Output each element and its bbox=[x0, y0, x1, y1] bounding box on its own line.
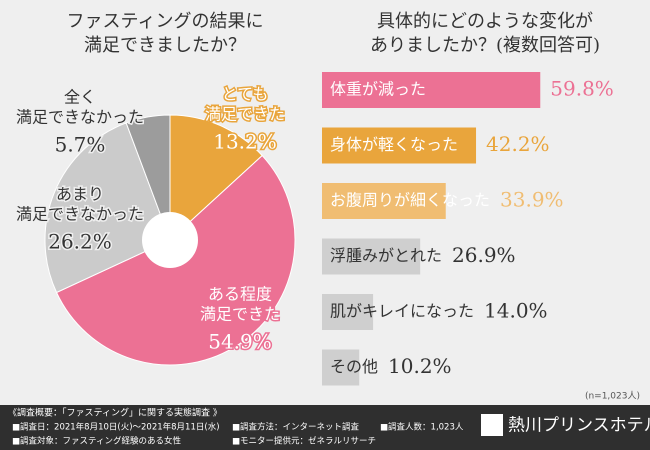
chart-title: 具体的にどのような変化が bbox=[377, 11, 593, 32]
brand-logo bbox=[481, 414, 503, 436]
slice-value: 5.7% bbox=[55, 133, 106, 157]
slice-label: あまり bbox=[56, 185, 104, 204]
bar bbox=[322, 183, 446, 219]
footer-item: ■調査方法：インターネット調査 bbox=[232, 422, 360, 433]
slice-value: 26.2% bbox=[48, 230, 112, 254]
bar-label: 身体が軽くなった bbox=[330, 135, 458, 154]
pie-slice bbox=[44, 122, 171, 294]
bar-label: 肌がキレイになった bbox=[330, 302, 474, 321]
slice-label: とても bbox=[222, 85, 269, 104]
bar-value: 14.0% bbox=[484, 299, 548, 323]
slice-label: ある程度 bbox=[208, 285, 272, 304]
slice-label: 満足できた bbox=[205, 105, 285, 124]
bar-value: 42.2% bbox=[486, 132, 550, 156]
bar bbox=[322, 349, 360, 386]
sample-note: (n=1,023人) bbox=[585, 391, 640, 402]
slice-label: 満足できなかった bbox=[16, 108, 144, 127]
slice-label: 満足できた bbox=[200, 305, 280, 324]
bar bbox=[322, 238, 421, 275]
chart-title: ありましたか？(複数回答可) bbox=[370, 35, 600, 56]
bar-value: 26.9% bbox=[452, 243, 516, 267]
footer-item: ■調査対象：ファスティング経験のある女性 bbox=[12, 436, 182, 447]
bar-value: 59.8% bbox=[550, 77, 614, 101]
bar bbox=[322, 72, 541, 108]
chart-title: 満足できましたか？ bbox=[84, 35, 246, 56]
chart-title: ファスティングの結果に bbox=[67, 11, 264, 32]
brand-name: 熱川プリンスホテル bbox=[508, 416, 650, 436]
slice-value: 54.9% bbox=[208, 330, 272, 354]
bar-value: 33.9% bbox=[500, 188, 564, 212]
footer-item: ■モニター提供元：ゼネラルリサーチ bbox=[232, 436, 376, 447]
slice-label: 全く bbox=[64, 88, 96, 107]
bar-label: 体重が減った bbox=[330, 80, 426, 99]
donut-hole bbox=[142, 212, 198, 268]
bar-label: 浮腫みがとれた bbox=[330, 246, 442, 265]
bar-label: お腹周りが細くなった bbox=[330, 191, 490, 210]
bar-value: 10.2% bbox=[388, 354, 452, 378]
footer-heading: 《調査概要：「ファスティング」に関する実態調査 》 bbox=[8, 407, 222, 419]
bar bbox=[322, 294, 374, 330]
pie-slice bbox=[169, 114, 263, 242]
slice-value: 13.2% bbox=[213, 130, 277, 154]
slice-label: 満足できなかった bbox=[16, 205, 144, 224]
bar bbox=[322, 127, 477, 164]
footer-item: ■調査日：2021年8月10日(火)～2021年8月11日(水) bbox=[12, 422, 220, 433]
pie-slice bbox=[125, 114, 171, 241]
footer-band bbox=[0, 405, 650, 450]
bar-label: その他 bbox=[330, 357, 378, 376]
footer-item: ■調査人数：1,023人 bbox=[380, 422, 464, 433]
